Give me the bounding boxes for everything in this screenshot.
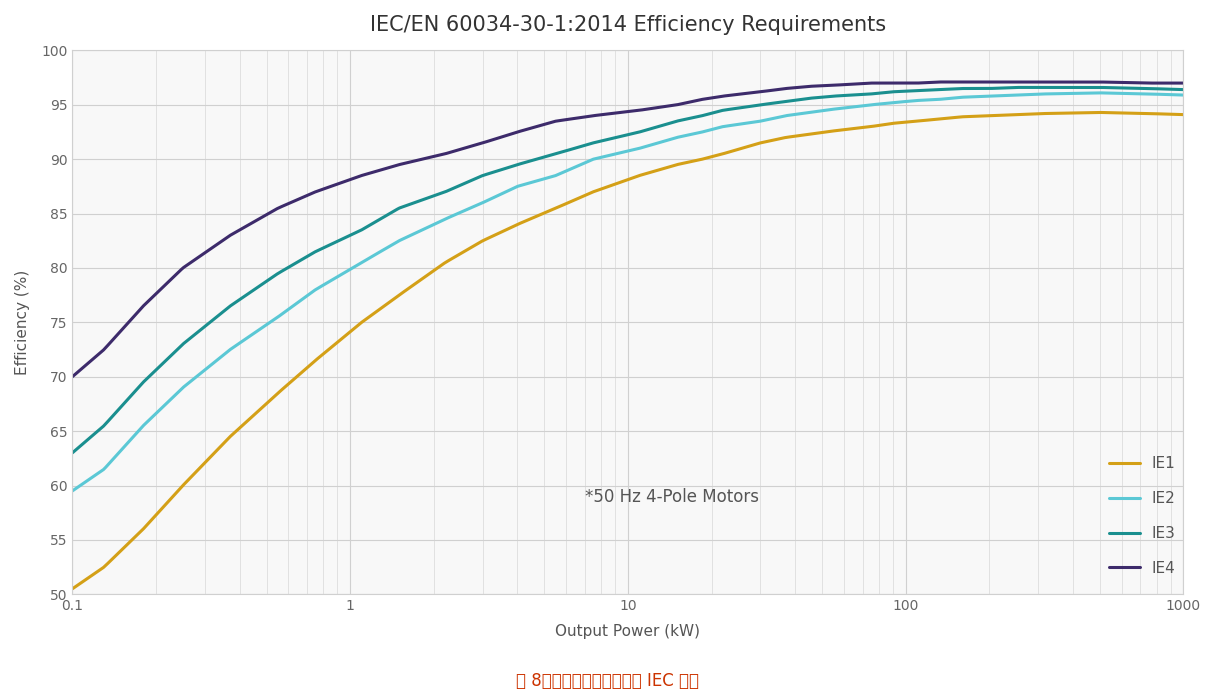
- IE2: [666, 134, 681, 143]
- IE4: [64, 372, 79, 381]
- IE2: [975, 92, 990, 100]
- IE2: [592, 153, 607, 161]
- Legend: IE1, IE2, IE3, IE4: IE1, IE2, IE3, IE4: [1109, 456, 1176, 576]
- IE2: [1152, 90, 1166, 98]
- IE4: [666, 101, 681, 109]
- IE1: [1176, 111, 1190, 119]
- IE3: [726, 104, 741, 113]
- IE4: [599, 110, 614, 118]
- IE3: [1152, 85, 1166, 93]
- IE2: [64, 487, 79, 495]
- IE4: [592, 111, 607, 119]
- IE4: [726, 90, 741, 99]
- IE1: [666, 161, 681, 170]
- IE3: [64, 449, 79, 457]
- IE2: [1092, 88, 1107, 97]
- IE4: [1152, 79, 1166, 87]
- Text: 图 8：针对工业电机驱动的 IEC 标准: 图 8：针对工业电机驱动的 IEC 标准: [517, 672, 699, 690]
- IE3: [1009, 84, 1024, 92]
- IE4: [1176, 79, 1190, 87]
- IE3: [592, 137, 607, 145]
- IE4: [978, 78, 992, 86]
- IE2: [726, 121, 741, 129]
- Line: IE2: IE2: [72, 93, 1183, 491]
- IE3: [1176, 86, 1190, 94]
- Line: IE4: IE4: [72, 82, 1183, 377]
- IE1: [726, 146, 741, 155]
- Line: IE3: IE3: [72, 88, 1183, 453]
- Y-axis label: Efficiency (%): Efficiency (%): [15, 270, 30, 375]
- IE1: [64, 585, 79, 593]
- X-axis label: Output Power (kW): Output Power (kW): [556, 624, 700, 639]
- IE1: [975, 112, 990, 120]
- Line: IE1: IE1: [72, 113, 1183, 589]
- IE2: [1176, 91, 1190, 100]
- IE2: [599, 152, 614, 160]
- Text: *50 Hz 4-Pole Motors: *50 Hz 4-Pole Motors: [585, 488, 759, 506]
- Title: IEC/EN 60034-30-1:2014 Efficiency Requirements: IEC/EN 60034-30-1:2014 Efficiency Requir…: [370, 15, 886, 35]
- IE3: [599, 136, 614, 144]
- IE4: [934, 78, 948, 86]
- IE1: [1152, 110, 1166, 118]
- IE1: [1092, 109, 1107, 117]
- IE3: [666, 118, 681, 126]
- IE1: [599, 183, 614, 191]
- IE3: [975, 84, 990, 93]
- IE1: [592, 185, 607, 193]
